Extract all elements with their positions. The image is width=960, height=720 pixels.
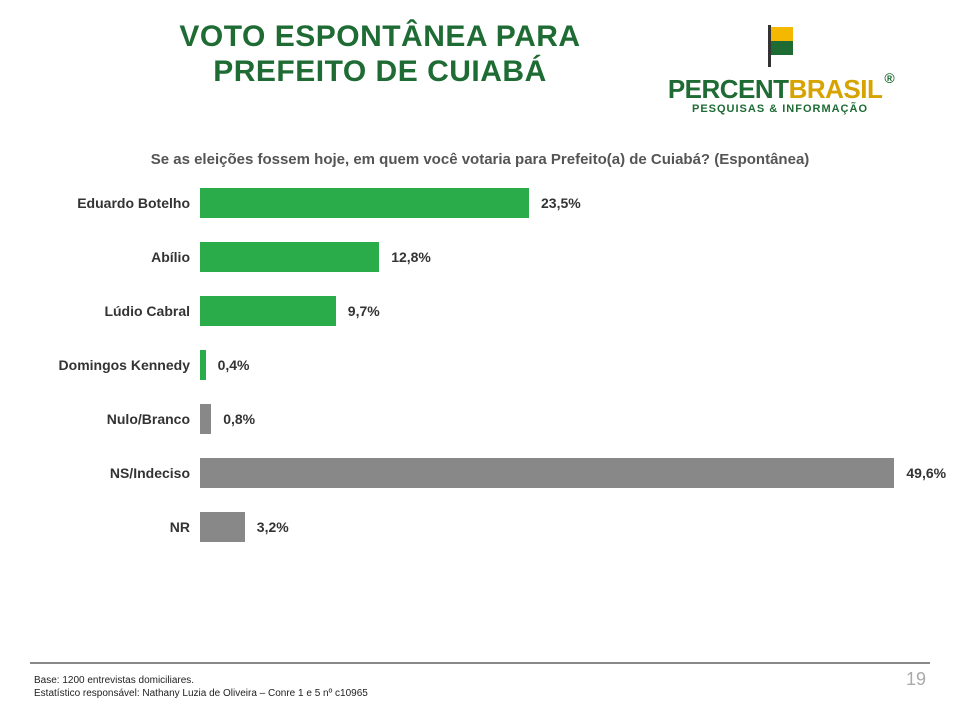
bar bbox=[200, 512, 245, 542]
bar-track: 3,2% bbox=[200, 512, 900, 542]
bar-label: NR bbox=[30, 519, 200, 535]
bar bbox=[200, 188, 529, 218]
page-title: VOTO ESPONTÂNEA PARA PREFEITO DE CUIABÁ bbox=[40, 20, 640, 89]
bar-track: 12,8% bbox=[200, 242, 900, 272]
bar-label: Eduardo Botelho bbox=[30, 195, 200, 211]
bar bbox=[200, 404, 211, 434]
page-number: 19 bbox=[906, 669, 926, 690]
bar-value: 49,6% bbox=[894, 458, 946, 488]
chart-row: NR 3,2% bbox=[30, 512, 900, 542]
bar-label: Nulo/Branco bbox=[30, 411, 200, 427]
brand-logo: PERCENTBRASIL® PESQUISAS & INFORMAÇÃO bbox=[640, 20, 920, 115]
chart-row: Abílio 12,8% bbox=[30, 242, 900, 272]
logo-text: PERCENTBRASIL® bbox=[640, 74, 920, 105]
bar-value: 0,4% bbox=[206, 350, 250, 380]
bar-value: 0,8% bbox=[211, 404, 255, 434]
bar-chart: Eduardo Botelho 23,5% Abílio 12,8% Lúdio Cab… bbox=[30, 188, 900, 542]
chart-row: Nulo/Branco 0,8% bbox=[30, 404, 900, 434]
footer-statistician: Estatístico responsável: Nathany Luzia d… bbox=[34, 687, 368, 700]
bar bbox=[200, 458, 894, 488]
footer-notes: Base: 1200 entrevistas domiciliares. Est… bbox=[34, 674, 368, 700]
bar-value: 12,8% bbox=[379, 242, 431, 272]
chart-row: NS/Indeciso49,6% bbox=[30, 458, 900, 488]
bar-label: Domingos Kennedy bbox=[30, 357, 200, 373]
bar-track: 49,6% bbox=[200, 458, 900, 488]
chart-row: Domingos Kennedy 0,4% bbox=[30, 350, 900, 380]
bar-value: 9,7% bbox=[336, 296, 380, 326]
chart-row: Eduardo Botelho 23,5% bbox=[30, 188, 900, 218]
footer-base: Base: 1200 entrevistas domiciliares. bbox=[34, 674, 368, 687]
chart-question: Se as eleições fossem hoje, em quem você… bbox=[40, 151, 920, 168]
bar bbox=[200, 296, 336, 326]
footer-divider bbox=[30, 662, 930, 664]
title-line-1: VOTO ESPONTÂNEA PARA bbox=[120, 20, 640, 55]
bar-track: 0,8% bbox=[200, 404, 900, 434]
bar-value: 23,5% bbox=[529, 188, 581, 218]
flag-icon bbox=[762, 25, 798, 67]
bar bbox=[200, 242, 379, 272]
bar-label: Abílio bbox=[30, 249, 200, 265]
bar-track: 0,4% bbox=[200, 350, 900, 380]
bar-label: NS/Indeciso bbox=[30, 465, 200, 481]
chart-row: Lúdio Cabral 9,7% bbox=[30, 296, 900, 326]
bar-track: 9,7% bbox=[200, 296, 900, 326]
bar-track: 23,5% bbox=[200, 188, 900, 218]
bar-label: Lúdio Cabral bbox=[30, 303, 200, 319]
bar-value: 3,2% bbox=[245, 512, 289, 542]
title-line-2: PREFEITO DE CUIABÁ bbox=[120, 55, 640, 90]
